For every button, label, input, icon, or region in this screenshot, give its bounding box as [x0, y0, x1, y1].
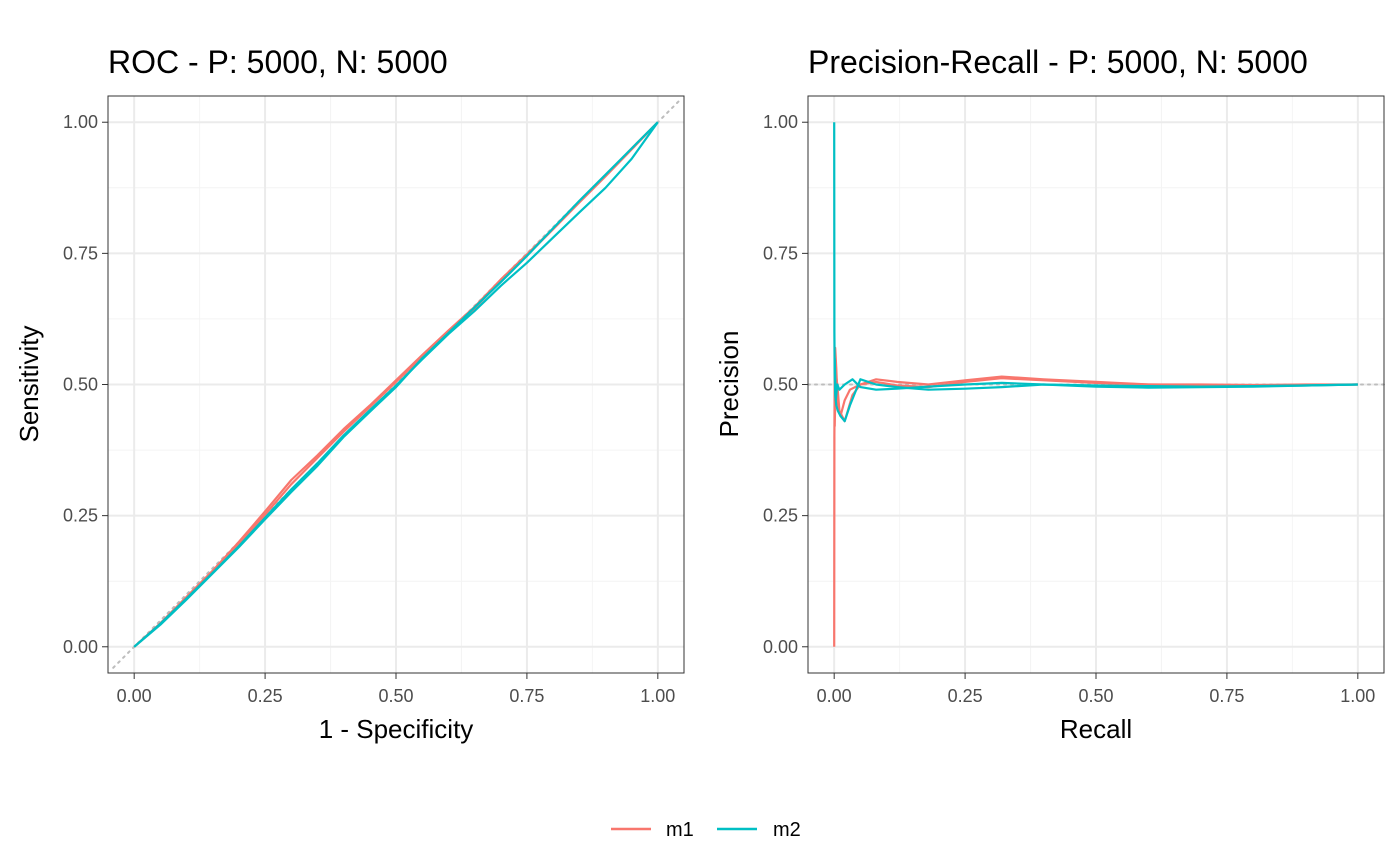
- pr-y-axis-label: Precision: [714, 331, 744, 438]
- roc-x-tick-label: 0.75: [509, 686, 544, 706]
- legend: m1 m2: [611, 819, 801, 841]
- pr-chart-title: Precision-Recall - P: 5000, N: 5000: [808, 44, 1308, 80]
- roc-y-tick-label: 0.25: [63, 506, 98, 526]
- roc-x-tick-label: 1.00: [640, 686, 675, 706]
- pr-y-ticks: 0.00 0.25 0.50 0.75 1.00: [763, 112, 808, 657]
- pr-x-axis-label: Recall: [1060, 714, 1132, 744]
- roc-x-tick-label: 0.50: [378, 686, 413, 706]
- legend-label-m2: m2: [773, 819, 801, 841]
- roc-y-axis-label: Sensitivity: [14, 325, 44, 442]
- pr-series: [833, 122, 1358, 647]
- precision-recall-chart: Precision-Recall - P: 5000, N: 5000 0.00…: [714, 44, 1385, 744]
- roc-y-ticks: 0.00 0.25 0.50 0.75 1.00: [63, 112, 108, 657]
- pr-y-tick-label: 1.00: [763, 112, 798, 132]
- roc-x-tick-label: 0.25: [248, 686, 283, 706]
- roc-y-tick-label: 1.00: [63, 112, 98, 132]
- pr-y-tick-label: 0.25: [763, 506, 798, 526]
- roc-chart-title: ROC - P: 5000, N: 5000: [108, 44, 448, 80]
- roc-y-tick-label: 0.50: [63, 375, 98, 395]
- pr-x-tick-label: 0.75: [1209, 686, 1244, 706]
- roc-x-ticks: 0.00 0.25 0.50 0.75 1.00: [117, 673, 675, 706]
- pr-y-tick-label: 0.75: [763, 243, 798, 263]
- pr-x-tick-label: 0.00: [817, 686, 852, 706]
- pr-series-m2-line-4: [833, 358, 1358, 402]
- roc-series-m2-line-4: [133, 121, 659, 648]
- pr-y-tick-label: 0.50: [763, 375, 798, 395]
- pr-x-ticks: 0.00 0.25 0.50 0.75 1.00: [817, 673, 1375, 706]
- legend-label-m1: m1: [666, 819, 694, 841]
- roc-y-tick-label: 0.00: [63, 637, 98, 657]
- pr-x-tick-label: 0.25: [948, 686, 983, 706]
- roc-gridlines: [108, 96, 684, 673]
- pr-x-tick-label: 0.50: [1078, 686, 1113, 706]
- roc-x-tick-label: 0.00: [117, 686, 152, 706]
- roc-chart: ROC - P: 5000, N: 5000 0.00 0.25 0.50 0.75 1…: [14, 44, 685, 744]
- pr-y-tick-label: 0.00: [763, 637, 798, 657]
- roc-y-tick-label: 0.75: [63, 243, 98, 263]
- pr-x-tick-label: 1.00: [1340, 686, 1375, 706]
- roc-x-axis-label: 1 - Specificity: [319, 714, 474, 744]
- roc-series: [133, 121, 659, 648]
